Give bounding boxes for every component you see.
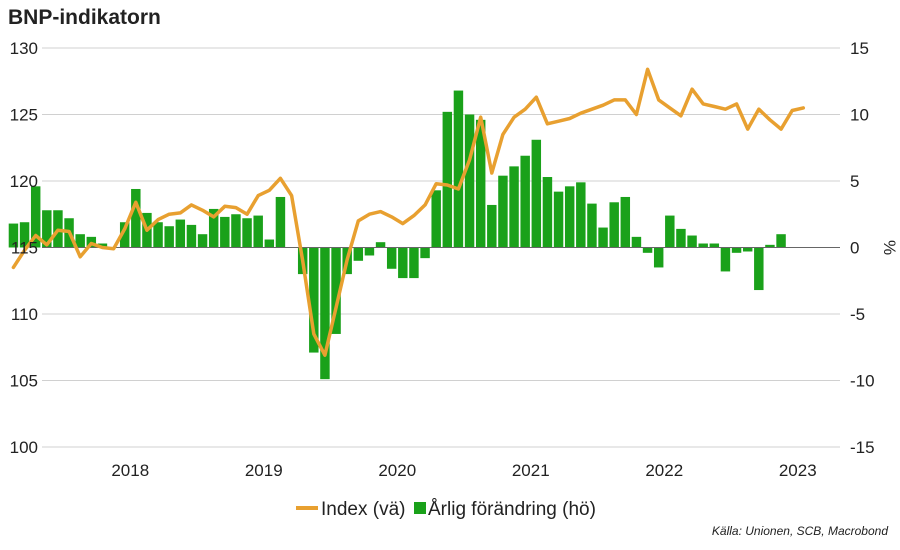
left-tick-label: 120 [10, 172, 38, 191]
bar [231, 214, 241, 248]
bar [30, 186, 41, 248]
bar [776, 234, 786, 248]
bar [498, 175, 508, 248]
index-line [11, 67, 806, 357]
left-tick-label: 100 [10, 438, 38, 457]
bar [42, 210, 52, 248]
bar [375, 242, 386, 248]
bar [186, 224, 197, 248]
bar-series [8, 90, 786, 380]
bar [676, 228, 686, 248]
left-tick-label: 105 [10, 372, 38, 391]
bar [765, 244, 775, 248]
x-tick-label: 2018 [111, 461, 149, 480]
bar [487, 204, 497, 248]
bar [442, 111, 453, 248]
right-tick-label: 10 [850, 106, 869, 125]
bar [253, 215, 263, 248]
bar [687, 235, 697, 248]
bar [453, 90, 464, 248]
right-tick-label: -15 [850, 438, 875, 457]
legend-label: Index (vä) [321, 499, 405, 520]
bar [653, 247, 664, 268]
bar [309, 247, 319, 353]
bar [119, 222, 130, 248]
bar [631, 236, 642, 248]
source-note: Källa: Unionen, SCB, Macrobond [711, 524, 888, 538]
bar [242, 218, 252, 248]
bar [553, 191, 564, 248]
bar [331, 247, 341, 334]
right-tick-label: -5 [850, 305, 865, 324]
bar [164, 226, 174, 248]
bar [542, 177, 553, 248]
bar [709, 243, 720, 248]
bar [353, 247, 364, 261]
bar [264, 239, 275, 248]
bar [386, 247, 397, 269]
left-tick-label: 110 [11, 305, 38, 324]
bar [698, 243, 708, 248]
bar [420, 247, 430, 259]
x-tick-label: 2021 [512, 461, 550, 480]
bar [531, 139, 542, 248]
bar [320, 247, 330, 380]
bar [576, 182, 586, 248]
bar [464, 114, 475, 248]
legend-square-swatch [414, 502, 426, 514]
bar [754, 247, 764, 291]
bar [153, 222, 163, 248]
bar [75, 234, 85, 248]
legend: Index (vä) Årlig förändring (hö) [296, 499, 596, 520]
bar [598, 227, 608, 248]
bar [97, 243, 108, 248]
bar [665, 215, 675, 248]
right-tick-label: 5 [850, 172, 859, 191]
left-axis-ticks: 130 125 120 115 110 105 100 [10, 39, 38, 457]
x-tick-label: 2019 [245, 461, 283, 480]
bar [742, 247, 753, 252]
bar [509, 166, 519, 248]
bar [620, 196, 631, 248]
x-tick-label: 2020 [378, 461, 416, 480]
right-tick-label: 15 [850, 39, 869, 58]
x-tick-label: 2022 [645, 461, 683, 480]
left-tick-label: 115 [11, 239, 38, 258]
right-tick-label: 0 [850, 239, 859, 258]
bar [220, 216, 230, 248]
x-tick-label: 2023 [779, 461, 817, 480]
bar [731, 247, 742, 253]
chart-title: BNP-indikatorn [8, 6, 161, 29]
bar [8, 223, 19, 248]
bar [720, 247, 731, 272]
bar [609, 202, 619, 248]
bar [520, 155, 530, 248]
bar [197, 234, 208, 248]
bar [19, 222, 30, 248]
right-tick-label: -10 [850, 372, 875, 391]
bar [564, 186, 575, 248]
bar [208, 208, 219, 248]
bar [431, 190, 441, 248]
left-tick-label: 125 [10, 106, 38, 125]
left-tick-label: 130 [10, 39, 38, 58]
right-axis-unit: % [880, 240, 899, 255]
bar [275, 196, 286, 248]
bar [175, 219, 186, 248]
right-axis-ticks: 15 10 5 0 -5 -10 -15 [850, 39, 875, 457]
bar [398, 247, 408, 279]
bar [642, 247, 653, 253]
bar [587, 203, 597, 248]
bar [409, 247, 419, 279]
bar [475, 119, 486, 248]
x-axis-ticks: 2018 2019 2020 2021 2022 2023 [111, 461, 816, 480]
bar [364, 247, 375, 256]
bar [131, 188, 141, 248]
legend-label: Årlig förändring (hö) [428, 499, 596, 520]
